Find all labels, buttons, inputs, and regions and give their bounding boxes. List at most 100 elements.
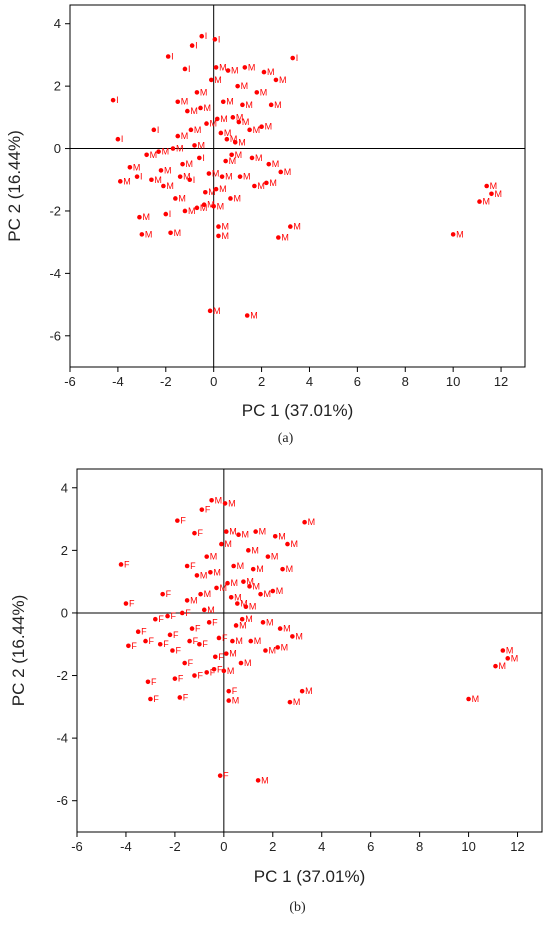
data-point-label: M	[220, 583, 228, 593]
data-point-label: M	[246, 577, 254, 587]
x-tick-label: 10	[446, 374, 460, 389]
data-point	[232, 140, 238, 145]
data-point-label: M	[215, 495, 223, 505]
data-point	[222, 501, 228, 506]
y-axis-title: PC 2 (16.44%)	[9, 595, 28, 707]
data-point	[182, 208, 188, 214]
data-point-label: M	[188, 206, 196, 216]
data-point	[270, 588, 276, 594]
data-point-label: M	[265, 122, 273, 132]
data-point	[207, 308, 213, 314]
data-point-label: F	[218, 652, 224, 662]
x-tick-label: 6	[367, 839, 374, 854]
plot-frame	[69, 4, 526, 368]
data-point	[203, 189, 208, 195]
data-point-label: M	[308, 517, 316, 527]
data-point	[235, 601, 240, 606]
data-point-label: M	[221, 231, 229, 241]
data-point-label: M	[248, 62, 256, 72]
data-point	[290, 634, 295, 639]
data-point	[224, 136, 230, 142]
data-point-label: M	[276, 586, 284, 596]
data-point	[118, 562, 124, 567]
data-point	[242, 65, 248, 70]
data-point-label: M	[254, 636, 262, 646]
data-point-label: M	[286, 564, 294, 574]
y-tick-label: -2	[49, 203, 61, 218]
data-point	[223, 158, 228, 164]
data-point-label: M	[229, 649, 237, 659]
data-point	[247, 127, 252, 133]
data-point-label: M	[123, 176, 131, 186]
data-point	[180, 161, 185, 167]
data-point	[278, 169, 284, 175]
x-tick-label: 12	[494, 374, 508, 389]
data-point-label: M	[284, 167, 292, 177]
data-point-label: I	[188, 64, 191, 74]
data-point	[275, 645, 280, 650]
data-point	[211, 666, 217, 672]
data-point	[477, 199, 482, 204]
data-point-label: F	[180, 516, 186, 526]
data-point	[135, 629, 141, 635]
data-point	[115, 136, 121, 142]
data-point-label: F	[197, 528, 203, 538]
data-point-label: F	[149, 636, 155, 646]
data-point	[466, 696, 471, 702]
data-point-label: M	[224, 539, 232, 549]
data-point	[188, 127, 194, 133]
data-point-label: M	[212, 169, 220, 179]
data-point-label: M	[295, 631, 303, 641]
x-tick-label: 0	[210, 374, 217, 389]
y-tick-label: -4	[49, 266, 61, 281]
data-point	[206, 171, 212, 176]
data-point-label: F	[202, 639, 208, 649]
data-point-label: M	[253, 125, 261, 135]
data-point	[194, 205, 200, 211]
data-point	[239, 616, 245, 622]
data-point	[265, 554, 271, 559]
data-point	[484, 183, 489, 189]
data-point-label: M	[150, 150, 158, 160]
data-point-label: M	[200, 570, 208, 580]
data-point	[211, 203, 216, 209]
data-point-label: M	[162, 147, 170, 157]
data-point	[287, 699, 293, 705]
data-point-label: F	[124, 559, 130, 569]
y-tick-label: 2	[54, 79, 61, 94]
data-point-label: M	[268, 646, 276, 656]
data-point	[268, 102, 274, 108]
data-point-label: M	[511, 653, 518, 663]
data-point	[182, 660, 187, 666]
data-point-label: M	[133, 162, 141, 172]
data-point	[225, 68, 231, 73]
data-point-label: M	[207, 200, 215, 210]
data-point	[214, 116, 220, 122]
data-point	[216, 233, 221, 239]
data-point	[145, 679, 151, 685]
data-point	[153, 616, 158, 622]
data-point	[177, 695, 183, 700]
data-point-label: M	[174, 228, 182, 238]
data-point-label: M	[259, 527, 267, 537]
data-point-label: F	[183, 692, 189, 702]
data-point-label: M	[274, 100, 282, 110]
y-tick-label: 2	[61, 543, 68, 558]
data-point	[277, 626, 283, 631]
data-point-label: M	[490, 181, 498, 191]
data-point-label: I	[169, 209, 172, 219]
data-point-label: M	[164, 165, 172, 175]
data-point-label: F	[131, 641, 137, 651]
data-point-label: M	[269, 178, 277, 188]
data-point	[236, 532, 241, 538]
data-point	[299, 688, 305, 694]
data-point	[177, 174, 183, 179]
data-point-label: M	[264, 589, 272, 599]
data-point	[237, 174, 243, 179]
x-tick-label: 4	[318, 839, 325, 854]
data-point-label: M	[231, 578, 239, 588]
data-point	[204, 121, 209, 126]
data-point-label: M	[242, 117, 250, 127]
data-point	[192, 673, 197, 678]
x-tick-label: -2	[160, 374, 172, 389]
